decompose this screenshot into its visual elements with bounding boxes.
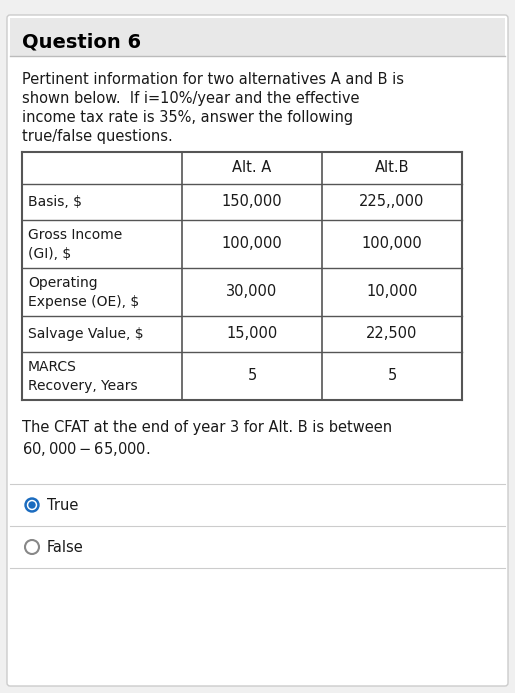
Text: 225,,000: 225,,000 — [359, 195, 425, 209]
Text: 30,000: 30,000 — [227, 285, 278, 299]
Text: income tax rate is 35%, answer the following: income tax rate is 35%, answer the follo… — [22, 110, 353, 125]
Text: Operating: Operating — [28, 276, 98, 290]
Text: 5: 5 — [247, 369, 256, 383]
Text: Alt. A: Alt. A — [232, 161, 271, 175]
Circle shape — [25, 498, 39, 512]
Text: MARCS: MARCS — [28, 360, 77, 374]
Text: 100,000: 100,000 — [362, 236, 422, 252]
Text: Question 6: Question 6 — [22, 33, 141, 51]
Text: true/false questions.: true/false questions. — [22, 129, 173, 144]
Text: shown below.  If i=10%/year and the effective: shown below. If i=10%/year and the effec… — [22, 91, 359, 106]
Text: True: True — [47, 498, 78, 513]
Circle shape — [29, 502, 35, 508]
Text: (GI), $: (GI), $ — [28, 247, 71, 261]
Text: Pertinent information for two alternatives A and B is: Pertinent information for two alternativ… — [22, 72, 404, 87]
Text: 5: 5 — [387, 369, 397, 383]
Text: Gross Income: Gross Income — [28, 228, 122, 242]
Text: Expense (OE), $: Expense (OE), $ — [28, 295, 139, 309]
Bar — [10, 18, 505, 56]
Circle shape — [27, 500, 37, 509]
Text: 15,000: 15,000 — [227, 326, 278, 342]
FancyBboxPatch shape — [7, 15, 508, 686]
Text: Alt.B: Alt.B — [375, 161, 409, 175]
Text: The CFAT at the end of year 3 for Alt. B is between: The CFAT at the end of year 3 for Alt. B… — [22, 420, 392, 435]
Text: 10,000: 10,000 — [366, 285, 418, 299]
Text: 100,000: 100,000 — [221, 236, 282, 252]
Text: Basis, $: Basis, $ — [28, 195, 82, 209]
Text: 22,500: 22,500 — [366, 326, 418, 342]
Text: Salvage Value, $: Salvage Value, $ — [28, 327, 144, 341]
Text: $60,000-$65,000.: $60,000-$65,000. — [22, 440, 150, 458]
Text: False: False — [47, 539, 84, 554]
Text: 150,000: 150,000 — [221, 195, 282, 209]
Text: Recovery, Years: Recovery, Years — [28, 379, 138, 393]
